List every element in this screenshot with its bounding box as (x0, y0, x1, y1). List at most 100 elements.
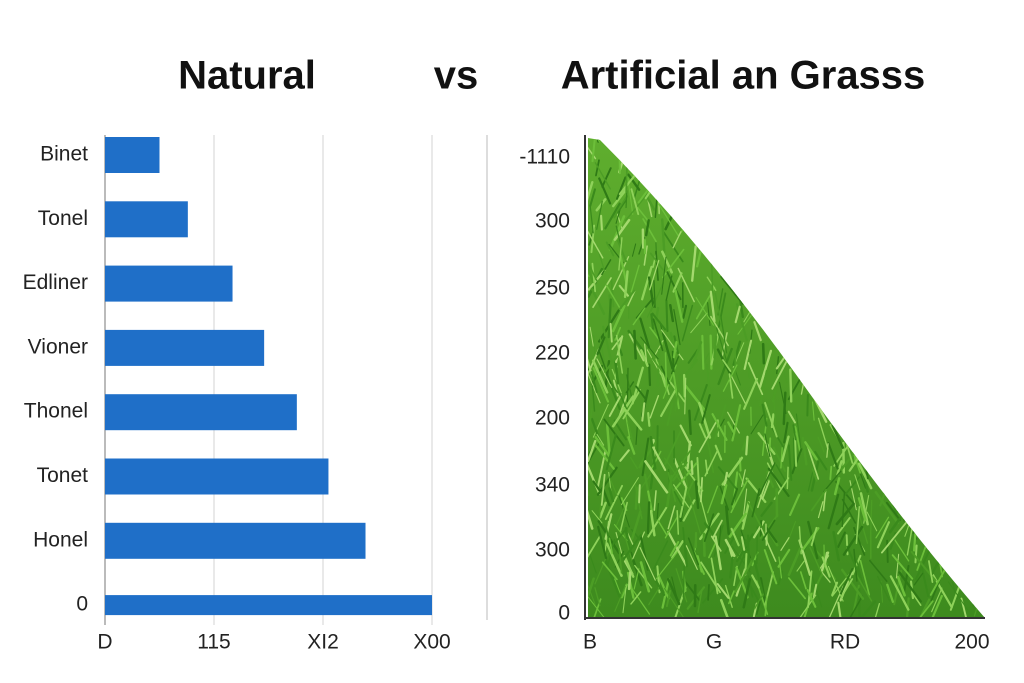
grass-blade (613, 218, 631, 241)
grass-blade (855, 506, 861, 545)
grass-blade (802, 138, 811, 156)
grass-blade (866, 325, 877, 343)
grass-blade (815, 138, 830, 174)
grass-blade (967, 168, 983, 193)
grass-blade (612, 379, 619, 397)
grass-blade (727, 411, 740, 434)
grass-blade (896, 372, 901, 388)
grass-blade (786, 138, 803, 155)
grass-blade (913, 357, 924, 370)
grass-blade (792, 325, 811, 351)
grass-blade (884, 306, 894, 339)
grass-blade (963, 509, 978, 545)
grass-blade (665, 299, 669, 333)
bar (105, 137, 160, 173)
grass-blade (888, 301, 899, 319)
grass-blade (790, 258, 795, 297)
grass-blade (809, 246, 826, 267)
grass-blade (842, 300, 846, 334)
grass-blade (895, 252, 903, 284)
grass-blade (978, 388, 985, 423)
grass-blade (682, 565, 686, 598)
grass-blade (903, 356, 923, 379)
grass-blade (764, 262, 787, 292)
grass-blade (608, 487, 615, 503)
grass-blade (714, 404, 727, 440)
grass-blade (682, 304, 688, 319)
grass-blade (672, 272, 683, 293)
grass-blade (952, 300, 959, 314)
grass-blade (919, 600, 934, 618)
grass-blade (828, 155, 843, 181)
grass-blade (888, 516, 902, 534)
grass-blade (639, 561, 651, 593)
grass-blade (930, 441, 938, 456)
grass-blade (911, 362, 928, 382)
grass-blade (724, 138, 735, 150)
grass-blade (775, 464, 787, 483)
grass-blade (913, 483, 924, 499)
grass-blade (804, 441, 818, 461)
grass-blade (909, 257, 924, 276)
grass-blade (979, 177, 985, 194)
grass-blade (742, 145, 766, 177)
grass-blade (937, 138, 957, 145)
grass-blade (704, 449, 719, 477)
grass-blade (904, 271, 924, 299)
grass-blade (665, 275, 673, 301)
grass-blade (913, 185, 930, 210)
grass-blade (704, 162, 711, 186)
grass-blade (856, 246, 863, 262)
grass-blade (615, 505, 626, 528)
grass-blade (863, 370, 870, 404)
grass-blade (849, 373, 860, 413)
grass-blade (669, 541, 680, 557)
grass-blade (772, 446, 787, 473)
grass-blade (719, 598, 729, 618)
grass-blade (887, 408, 901, 443)
grass-blade (820, 261, 843, 293)
grass-blade (674, 165, 680, 203)
grass-blade (723, 228, 733, 250)
grass-blade (794, 425, 802, 454)
grass-blade (596, 358, 613, 388)
grass-blade (868, 360, 876, 391)
grass-blade (891, 427, 907, 462)
grass-blade (611, 304, 626, 333)
right-y-label: -1110 (519, 146, 570, 169)
grass-blade (817, 375, 831, 407)
grass-blade (835, 205, 842, 221)
grass-blade (684, 377, 687, 415)
grass-blade (809, 205, 816, 229)
grass-blade (633, 568, 640, 590)
grass-blade (764, 401, 778, 438)
grass-blade (625, 163, 628, 193)
grass-blade (782, 312, 799, 336)
grass-blade (914, 157, 922, 179)
grass-blade (880, 461, 889, 478)
grass-blade (679, 486, 688, 518)
grass-blade (955, 330, 979, 363)
grass-blade (651, 312, 667, 331)
grass-blade (661, 578, 670, 609)
y-tick-label: Tonel (38, 207, 88, 230)
grass-blade (912, 238, 930, 266)
grass-blade (877, 160, 885, 188)
grass-blade (733, 213, 743, 233)
grass-blade (806, 227, 820, 259)
grass-blade (892, 408, 904, 445)
grass-blade (773, 394, 777, 425)
grass-blade (692, 226, 699, 240)
grass-blade (720, 206, 732, 221)
grass-blade (795, 413, 802, 450)
grass-blade (831, 138, 842, 152)
grass-blade (885, 426, 907, 455)
grass-blade (949, 385, 956, 415)
grass-blade (854, 347, 861, 387)
grass-blade (781, 435, 790, 463)
grass-blade (810, 488, 827, 512)
grass-blade (686, 440, 692, 470)
grass-blade (615, 531, 623, 554)
grass-blade (971, 261, 985, 291)
grass-blade (743, 377, 759, 410)
